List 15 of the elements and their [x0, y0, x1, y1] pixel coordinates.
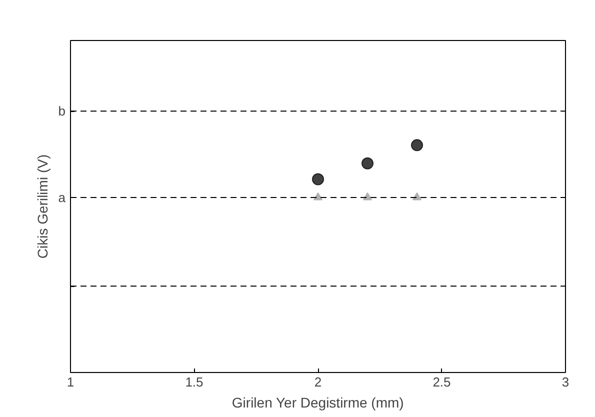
ref-line-label: a: [58, 190, 66, 205]
x-axis-title: Girilen Yer Degistirme (mm): [232, 394, 404, 410]
point: [314, 192, 322, 200]
point: [312, 173, 324, 186]
point: [412, 192, 422, 200]
x-tick-label: 1: [66, 374, 74, 390]
x-tick-label: 1.5: [185, 374, 204, 390]
point: [411, 139, 423, 152]
point: [362, 157, 374, 170]
point: [363, 192, 372, 200]
x-tick-label: 2: [314, 374, 322, 390]
x-tick-label: 3: [562, 374, 570, 390]
ref-line-label: b: [58, 104, 66, 119]
x-tick-label: 2.5: [432, 374, 451, 390]
y-axis-title: Cikis Gerilimi (V): [34, 154, 50, 259]
